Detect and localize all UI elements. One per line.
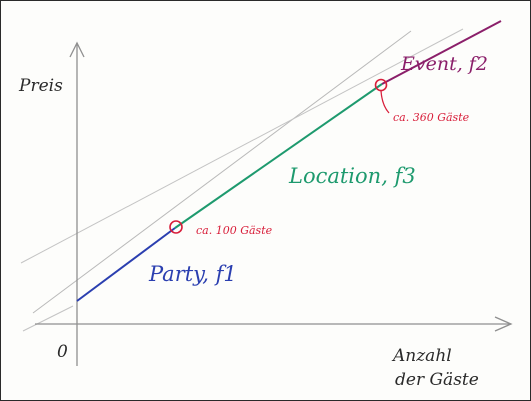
- y-axis-arrow-icon: [69, 41, 85, 58]
- breakpoint-label-100: ca. 100 Gäste: [196, 224, 273, 237]
- segment-label-event: Event, f2: [400, 53, 488, 75]
- origin-label: 0: [57, 342, 68, 362]
- breakpoint-marker-100: [169, 220, 183, 234]
- helper-line-f1-extended: [22, 305, 74, 332]
- breakpoint-marker-360: [374, 78, 388, 92]
- x-axis-label-line1: Anzahl: [391, 346, 452, 366]
- segment-label-party: Party, f1: [148, 262, 237, 286]
- breakpoint-360-leader: [380, 90, 390, 114]
- breakpoint-label-360: ca. 360 Gäste: [393, 111, 470, 124]
- helper-line-f2-extended: [20, 28, 464, 264]
- segment-event-f2: [381, 20, 502, 85]
- segment-label-location: Location, f3: [288, 164, 416, 188]
- segment-location-f3: [174, 83, 383, 229]
- helper-line-f3-extended: [32, 30, 412, 314]
- x-axis-arrow-icon: [494, 316, 513, 332]
- y-axis-label: Preis: [18, 76, 63, 96]
- x-axis-label-line2: der Gäste: [395, 370, 479, 390]
- segment-party-f1: [76, 227, 176, 302]
